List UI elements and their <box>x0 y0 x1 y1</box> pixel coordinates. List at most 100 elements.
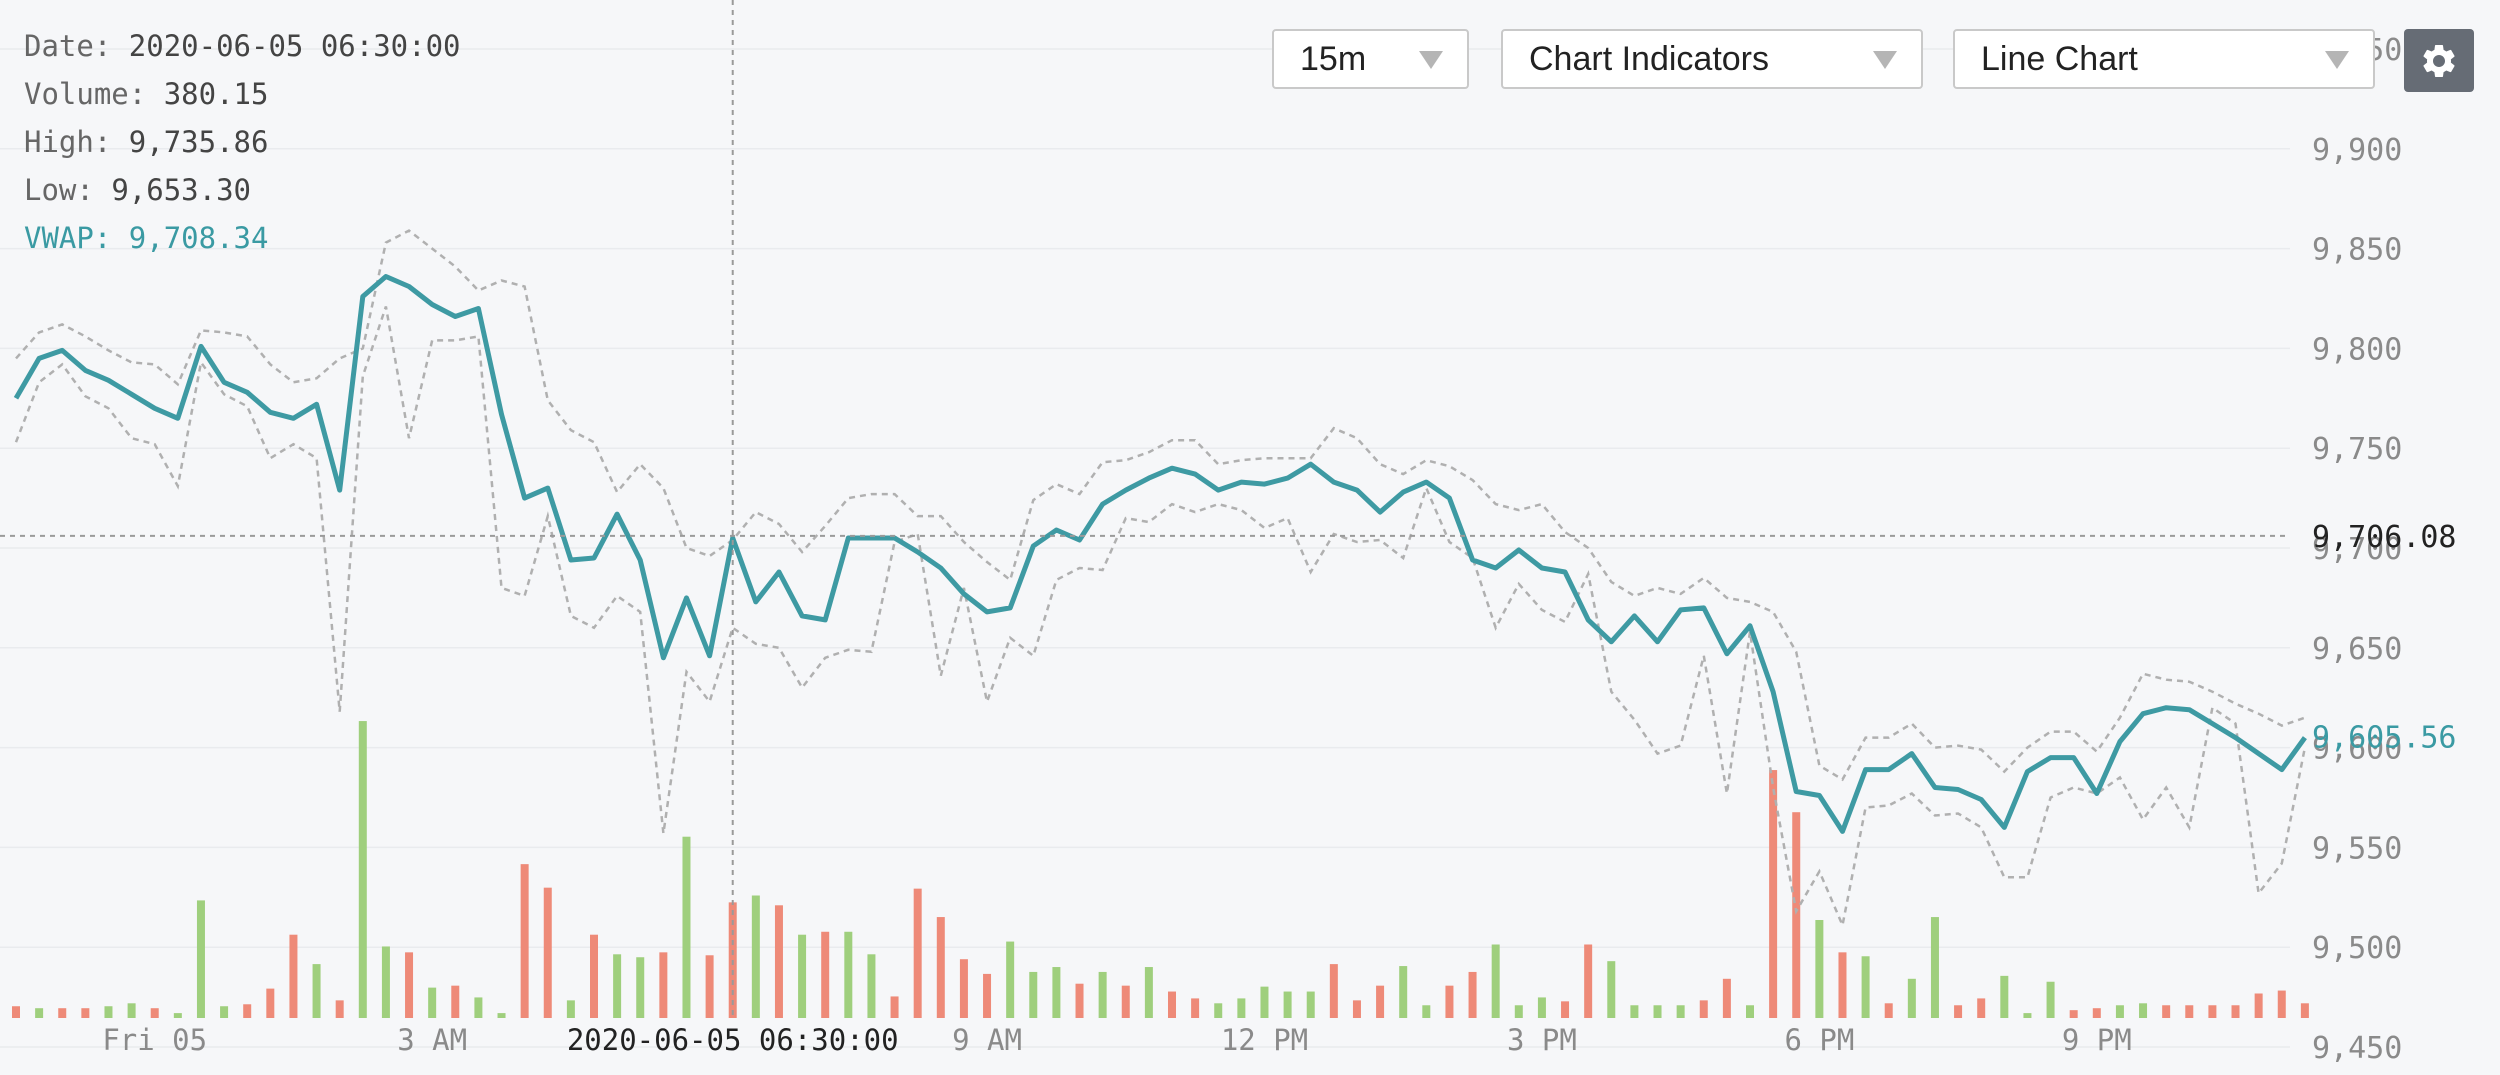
volume-bar <box>1121 985 1130 1018</box>
indicators-dropdown[interactable]: Chart Indicators <box>1501 29 1923 89</box>
volume-bar <box>2277 990 2286 1018</box>
volume-bar <box>1792 812 1801 1018</box>
volume-bar <box>1977 998 1986 1018</box>
y-tick-label: 9,800 <box>2312 332 2402 367</box>
volume-bar <box>289 934 298 1018</box>
volume-bar <box>2254 993 2263 1018</box>
volume-bar <box>2115 1005 2124 1018</box>
volume-bar <box>2300 1003 2309 1018</box>
volume-bar <box>1630 1005 1639 1018</box>
indicators-dropdown-label: Chart Indicators <box>1529 39 1769 78</box>
volume-bar <box>1399 966 1408 1018</box>
chevron-down-icon <box>1873 51 1897 69</box>
volume-bar <box>1699 1000 1708 1018</box>
interval-dropdown-label: 15m <box>1300 39 1367 78</box>
info-vwap-value: 9,708.34 <box>128 221 269 255</box>
volume-bar <box>983 973 992 1018</box>
y-tick-label: 9,550 <box>2312 831 2402 866</box>
volume-bar <box>636 957 645 1018</box>
y-tick-label: 9,750 <box>2312 432 2402 467</box>
volume-bar <box>1144 967 1153 1018</box>
y-tick-label: 9,600 <box>2312 732 2402 767</box>
info-volume-value: 380.15 <box>163 77 269 111</box>
grid <box>0 48 2290 1048</box>
volume-bar <box>659 952 668 1018</box>
volume-bar <box>821 931 830 1018</box>
volume-bar <box>104 1006 113 1018</box>
chart-type-dropdown[interactable]: Line Chart <box>1953 29 2375 89</box>
chart-type-dropdown-label: Line Chart <box>1981 39 2138 78</box>
volume-bar <box>1954 1005 1963 1018</box>
volume-bar <box>2000 975 2009 1018</box>
volume-bar <box>1537 997 1546 1018</box>
volume-bar <box>774 905 783 1018</box>
info-vwap-label: VWAP: <box>24 221 112 255</box>
volume-bar <box>890 996 899 1018</box>
volume-bar <box>867 954 876 1018</box>
info-high-label: High: <box>24 125 112 159</box>
x-tick-label: Fri 05 <box>102 1023 207 1057</box>
last-price-label: 9,605.56 <box>2312 721 2457 756</box>
crosshair-x-label: 2020-06-05 06:30:00 <box>567 1023 899 1057</box>
volume-bar <box>2185 1005 2194 1018</box>
volume-bar <box>58 1008 67 1018</box>
volume-bar <box>1468 971 1477 1018</box>
volume-bar <box>497 1013 506 1018</box>
volume-bar <box>1098 971 1107 1018</box>
y-tick-label: 9,850 <box>2312 233 2402 268</box>
band-line <box>14 306 2307 930</box>
gear-icon <box>2423 44 2455 77</box>
info-date-value: 2020-06-05 06:30:00 <box>128 29 461 63</box>
volume-bar <box>1422 1005 1431 1018</box>
price-line <box>13 274 2307 834</box>
crosshair: 9,706.08 2020-06-05 06:30:00 <box>0 0 2457 1057</box>
volume-bar <box>590 934 598 1018</box>
volume-bar <box>705 955 714 1018</box>
volume-bar <box>2162 1005 2171 1018</box>
info-volume-label: Volume: <box>24 77 147 111</box>
volume-bars <box>12 721 2309 1018</box>
settings-button[interactable] <box>2404 29 2474 92</box>
volume-bar <box>1607 961 1616 1018</box>
volume-bar <box>682 836 691 1018</box>
x-tick-label: 3 PM <box>1507 1023 1577 1057</box>
volume-bar <box>1168 991 1176 1018</box>
x-axis: Fri 05 3 AM 9 AM 12 PM 3 PM 6 PM 9 PM <box>102 1023 2131 1057</box>
volume-bar <box>566 1000 575 1018</box>
volume-bar <box>2231 1005 2240 1018</box>
volume-bar <box>2139 1003 2148 1018</box>
interval-dropdown[interactable]: 15m <box>1272 29 1469 89</box>
volume-bar <box>1052 967 1061 1018</box>
volume-bar <box>1861 956 1870 1018</box>
volume-bar <box>1214 1003 1223 1018</box>
chevron-down-icon <box>2325 51 2349 69</box>
volume-bar <box>1769 770 1778 1018</box>
volume-bar <box>150 1008 159 1018</box>
volume-bar <box>844 931 853 1018</box>
volume-bar <box>451 985 460 1018</box>
volume-bar <box>1653 1005 1662 1018</box>
volume-bar <box>1815 920 1824 1018</box>
y-tick-label: 9,500 <box>2312 931 2402 966</box>
y-tick-label: 9,450 <box>2312 1031 2402 1066</box>
volume-bar <box>428 987 437 1018</box>
volume-bar <box>1283 991 1292 1018</box>
volume-bar <box>936 917 945 1018</box>
volume-bar <box>1376 985 1385 1018</box>
info-volume: Volume: 380.15 <box>24 70 461 118</box>
volume-bar <box>1237 998 1246 1018</box>
chevron-down-icon <box>1419 51 1443 69</box>
volume-bar <box>405 952 414 1018</box>
volume-bar <box>81 1008 90 1018</box>
volume-bar <box>243 1004 252 1018</box>
x-tick-label: 3 AM <box>397 1023 467 1057</box>
volume-bar <box>1514 1005 1523 1018</box>
volume-bar <box>1329 964 1338 1018</box>
info-high: High: 9,735.86 <box>24 118 461 166</box>
volume-bar <box>959 959 968 1018</box>
info-date: Date: 2020-06-05 06:30:00 <box>24 22 461 70</box>
info-low-label: Low: <box>24 173 94 207</box>
volume-bar <box>1491 944 1500 1018</box>
